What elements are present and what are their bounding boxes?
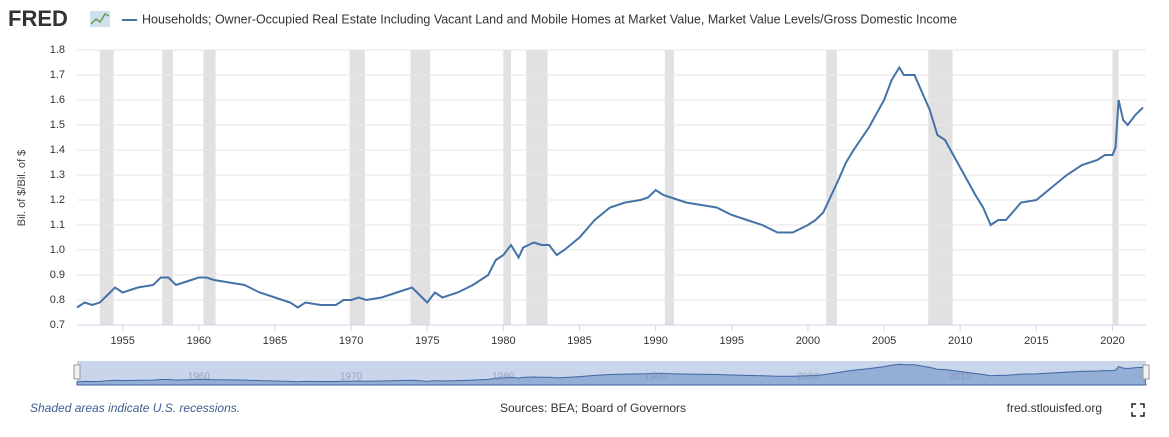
x-tick-label: 1975 [415, 335, 439, 347]
plot-area [77, 50, 1146, 325]
recession-band [99, 50, 114, 325]
legend-label: Households; Owner-Occupied Real Estate I… [142, 12, 957, 26]
y-tick-label: 1.6 [50, 94, 65, 106]
recession-band [503, 50, 511, 325]
navigator-area [76, 363, 1147, 386]
y-tick-label: 0.9 [50, 269, 65, 281]
x-tick-label: 1995 [720, 335, 744, 347]
navigator-tick-label: 1990 [645, 372, 668, 383]
y-tick-label: 1.3 [50, 169, 65, 181]
x-tick-label: 2020 [1100, 335, 1124, 347]
navigator-tick-label: 2010 [949, 372, 972, 383]
x-tick-label: 1970 [339, 335, 363, 347]
navigator-tick-label: 1970 [340, 372, 363, 383]
recession-band [928, 50, 953, 325]
y-tick-label: 0.8 [50, 294, 65, 306]
navigator-tick-label: 1960 [188, 372, 211, 383]
x-tick-label: 2010 [948, 335, 972, 347]
recession-note: Shaded areas indicate U.S. recessions. [30, 401, 240, 415]
navigator-tick-label: 2000 [797, 372, 820, 383]
y-tick-label: 1.5 [50, 119, 65, 131]
recession-band [349, 50, 365, 325]
y-tick-label: 1.4 [50, 144, 65, 156]
recession-band [1112, 50, 1119, 325]
recession-band [203, 50, 216, 325]
y-axis-label: Bil. of $/Bil. of $ [16, 150, 28, 226]
y-tick-label: 1.0 [50, 244, 65, 256]
x-tick-label: 2000 [796, 335, 820, 347]
recession-band [410, 50, 431, 325]
navigator-handle[interactable] [1142, 364, 1150, 380]
recession-band [526, 50, 548, 325]
recession-band [826, 50, 837, 325]
y-tick-label: 1.7 [50, 69, 65, 81]
y-tick-label: 1.8 [50, 44, 65, 56]
x-tick-label: 1965 [263, 335, 287, 347]
logo-icon-line [90, 13, 110, 25]
recession-band [664, 50, 674, 325]
recession-band [162, 50, 173, 325]
logo-icon [90, 11, 110, 27]
x-tick-label: 2005 [872, 335, 896, 347]
y-tick-label: 1.1 [50, 219, 65, 231]
x-tick-label: 1985 [567, 335, 591, 347]
navigator-tick-label: 1980 [492, 372, 515, 383]
x-tick-label: 1960 [187, 335, 211, 347]
navigator-handle[interactable] [73, 364, 81, 380]
x-tick-label: 1955 [110, 335, 134, 347]
y-tick-label: 0.7 [50, 319, 65, 331]
y-tick-label: 1.2 [50, 194, 65, 206]
sources: Sources: BEA; Board of Governors [500, 401, 686, 415]
x-tick-label: 2015 [1024, 335, 1048, 347]
logo: FRED [8, 6, 68, 31]
fullscreen-icon[interactable] [1131, 403, 1145, 417]
x-tick-label: 1990 [643, 335, 667, 347]
x-tick-label: 1980 [491, 335, 515, 347]
series-line [76, 65, 1144, 309]
site: fred.stlouisfed.org [1007, 401, 1102, 415]
